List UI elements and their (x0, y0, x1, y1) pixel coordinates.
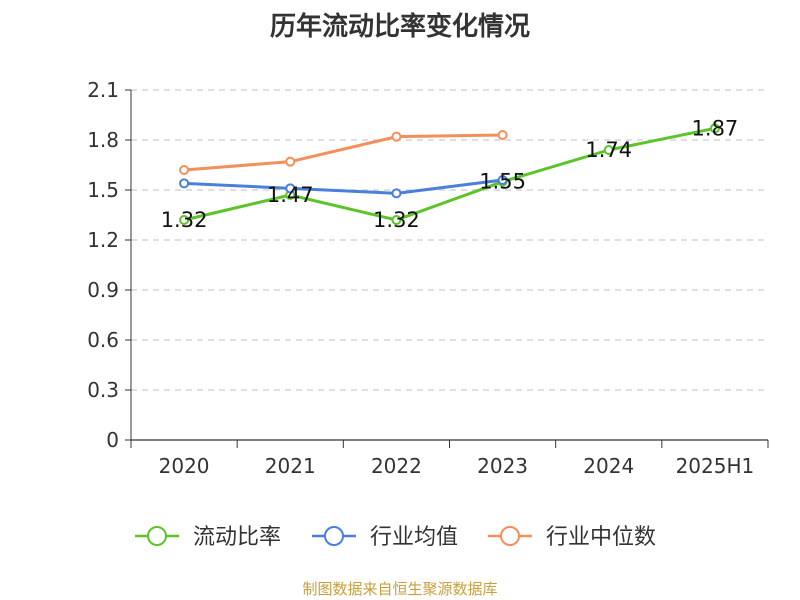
series-line-1 (184, 178, 503, 195)
x-tick-label: 2023 (477, 454, 528, 478)
legend: 流动比率 行业均值 行业中位数 (135, 525, 656, 550)
series-line-2 (183, 133, 503, 172)
legend-item[interactable]: 行业均值 (312, 525, 458, 550)
data-label: 1.74 (585, 138, 632, 162)
legend-item[interactable]: 行业中位数 (488, 525, 656, 550)
data-point (391, 215, 402, 225)
data-label: 1.55 (479, 170, 526, 194)
legend-marker (147, 526, 167, 546)
legend-marker (500, 526, 520, 546)
data-point (179, 215, 190, 225)
legend-marker (324, 526, 344, 546)
data-labels: 1.32 1.47 1.32 1.55 1.74 1.87 (161, 116, 739, 232)
data-point (179, 165, 190, 175)
x-tick-label: 2024 (583, 454, 634, 478)
axes: 0 0.3 0.6 0.9 1.2 1.5 1.8 2.1 2020 2021 2022 2023 20… (87, 78, 769, 478)
data-point (709, 123, 720, 134)
data-point (497, 175, 508, 185)
legend-label: 行业中位数 (546, 525, 656, 550)
y-tick-label: 0 (106, 428, 119, 452)
data-label: 1.87 (692, 116, 739, 140)
x-tick-label: 2020 (159, 454, 210, 478)
series-lines (179, 123, 720, 225)
data-point (497, 130, 508, 140)
legend-item[interactable]: 流动比率 (135, 525, 281, 550)
x-tick-label: 2022 (371, 454, 422, 478)
y-tick-label: 1.5 (87, 178, 119, 202)
y-tick-label: 1.8 (87, 128, 119, 152)
legend-label: 行业均值 (370, 525, 458, 550)
data-point (285, 183, 296, 194)
series-line-0 (183, 126, 716, 222)
data-label: 1.32 (373, 208, 420, 232)
data-point (603, 145, 614, 155)
x-tick-label: 2025H1 (676, 454, 755, 478)
y-tick-label: 0.9 (87, 278, 119, 302)
data-source-note: 制图数据来自恒生聚源数据库 (302, 580, 498, 598)
data-point (285, 156, 296, 167)
y-tick-label: 0.3 (87, 378, 119, 402)
data-point (391, 131, 402, 142)
chart-title: 历年流动比率变化情况 (269, 12, 530, 42)
data-point (179, 178, 190, 189)
data-point (391, 188, 402, 199)
y-tick-label: 0.6 (87, 328, 119, 352)
data-label: 1.32 (161, 208, 208, 232)
data-label: 1.47 (267, 183, 314, 207)
legend-label: 流动比率 (193, 525, 281, 550)
y-tick-label: 1.2 (87, 228, 119, 252)
x-tick-label: 2021 (265, 454, 316, 478)
y-tick-label: 2.1 (87, 78, 119, 102)
